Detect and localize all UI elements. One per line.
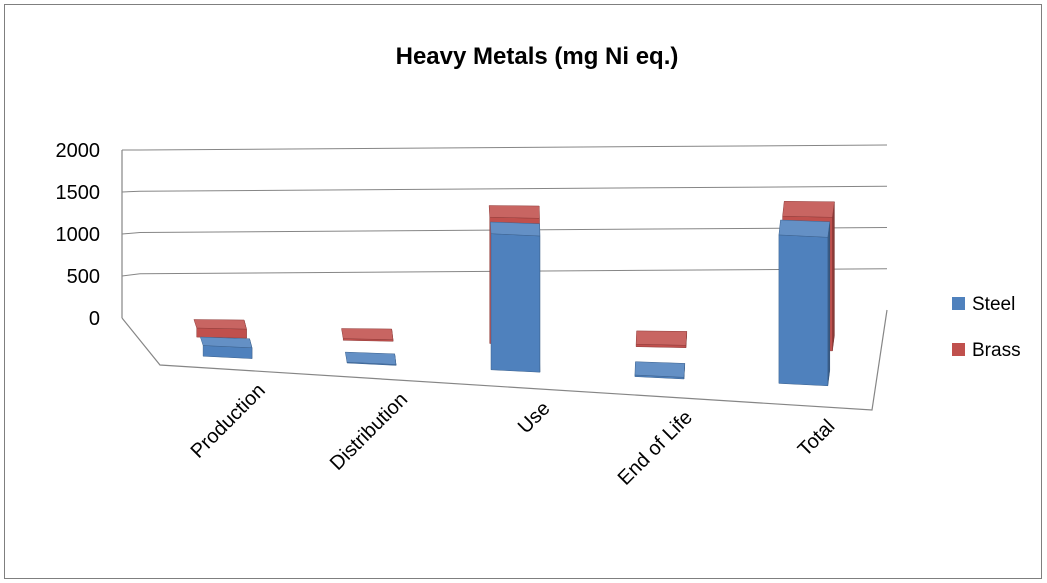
legend: Steel Brass xyxy=(952,294,1021,361)
bar-top xyxy=(341,328,394,340)
bar-front xyxy=(196,327,247,339)
x-axis: Production Distribution Use End of Life Tota… xyxy=(187,379,840,489)
y-tick-label: 500 xyxy=(67,266,100,288)
legend-swatch-steel xyxy=(952,297,965,310)
bar-top xyxy=(635,330,688,346)
y-tick-label: 2000 xyxy=(56,140,101,162)
bar-side xyxy=(832,201,835,351)
bar-top xyxy=(345,351,397,365)
bar-series xyxy=(193,201,835,387)
bar-top xyxy=(634,361,686,378)
side-wall-gridline xyxy=(121,232,141,235)
x-tick-label: Use xyxy=(514,397,555,438)
bar-steel-3 xyxy=(490,221,541,373)
bar-steel-2 xyxy=(345,351,397,366)
legend-label-steel: Steel xyxy=(972,294,1015,315)
bar-side xyxy=(827,221,831,386)
bar-brass-2 xyxy=(341,328,394,342)
x-tick-label: Production xyxy=(187,379,270,462)
bar-top xyxy=(782,201,835,218)
bar-top xyxy=(199,336,253,349)
y-tick-label: 1000 xyxy=(56,224,101,246)
bar-top xyxy=(490,221,541,237)
bar-steel-5 xyxy=(778,219,831,387)
bar-steel-1 xyxy=(199,336,253,359)
bar-top xyxy=(193,319,247,330)
x-tick-label: Distribution xyxy=(326,388,412,474)
floor-outline xyxy=(121,309,888,411)
bar-steel-4 xyxy=(634,361,686,380)
side-wall-gridline xyxy=(121,190,141,193)
legend-swatch-brass xyxy=(952,343,965,356)
side-wall-gridline xyxy=(121,273,141,277)
bar-brass-4 xyxy=(635,330,688,348)
y-tick-label: 0 xyxy=(89,308,100,330)
bar-brass-1 xyxy=(193,319,247,339)
x-tick-label: End of Life xyxy=(614,406,697,489)
legend-label-brass: Brass xyxy=(972,340,1021,361)
chart-walls xyxy=(121,144,888,411)
bar-top xyxy=(778,219,831,238)
back-wall-gridline xyxy=(139,144,888,151)
chart-title: Heavy Metals (mg Ni eq.) xyxy=(396,43,679,70)
bar-front xyxy=(490,233,541,373)
bar-top xyxy=(488,205,540,219)
bar-front xyxy=(778,234,829,387)
y-tick-label: 1500 xyxy=(56,182,101,204)
x-tick-label: Total xyxy=(794,415,839,460)
y-axis: 0 500 1000 1500 2000 xyxy=(56,140,101,330)
back-wall-gridline xyxy=(139,185,888,192)
